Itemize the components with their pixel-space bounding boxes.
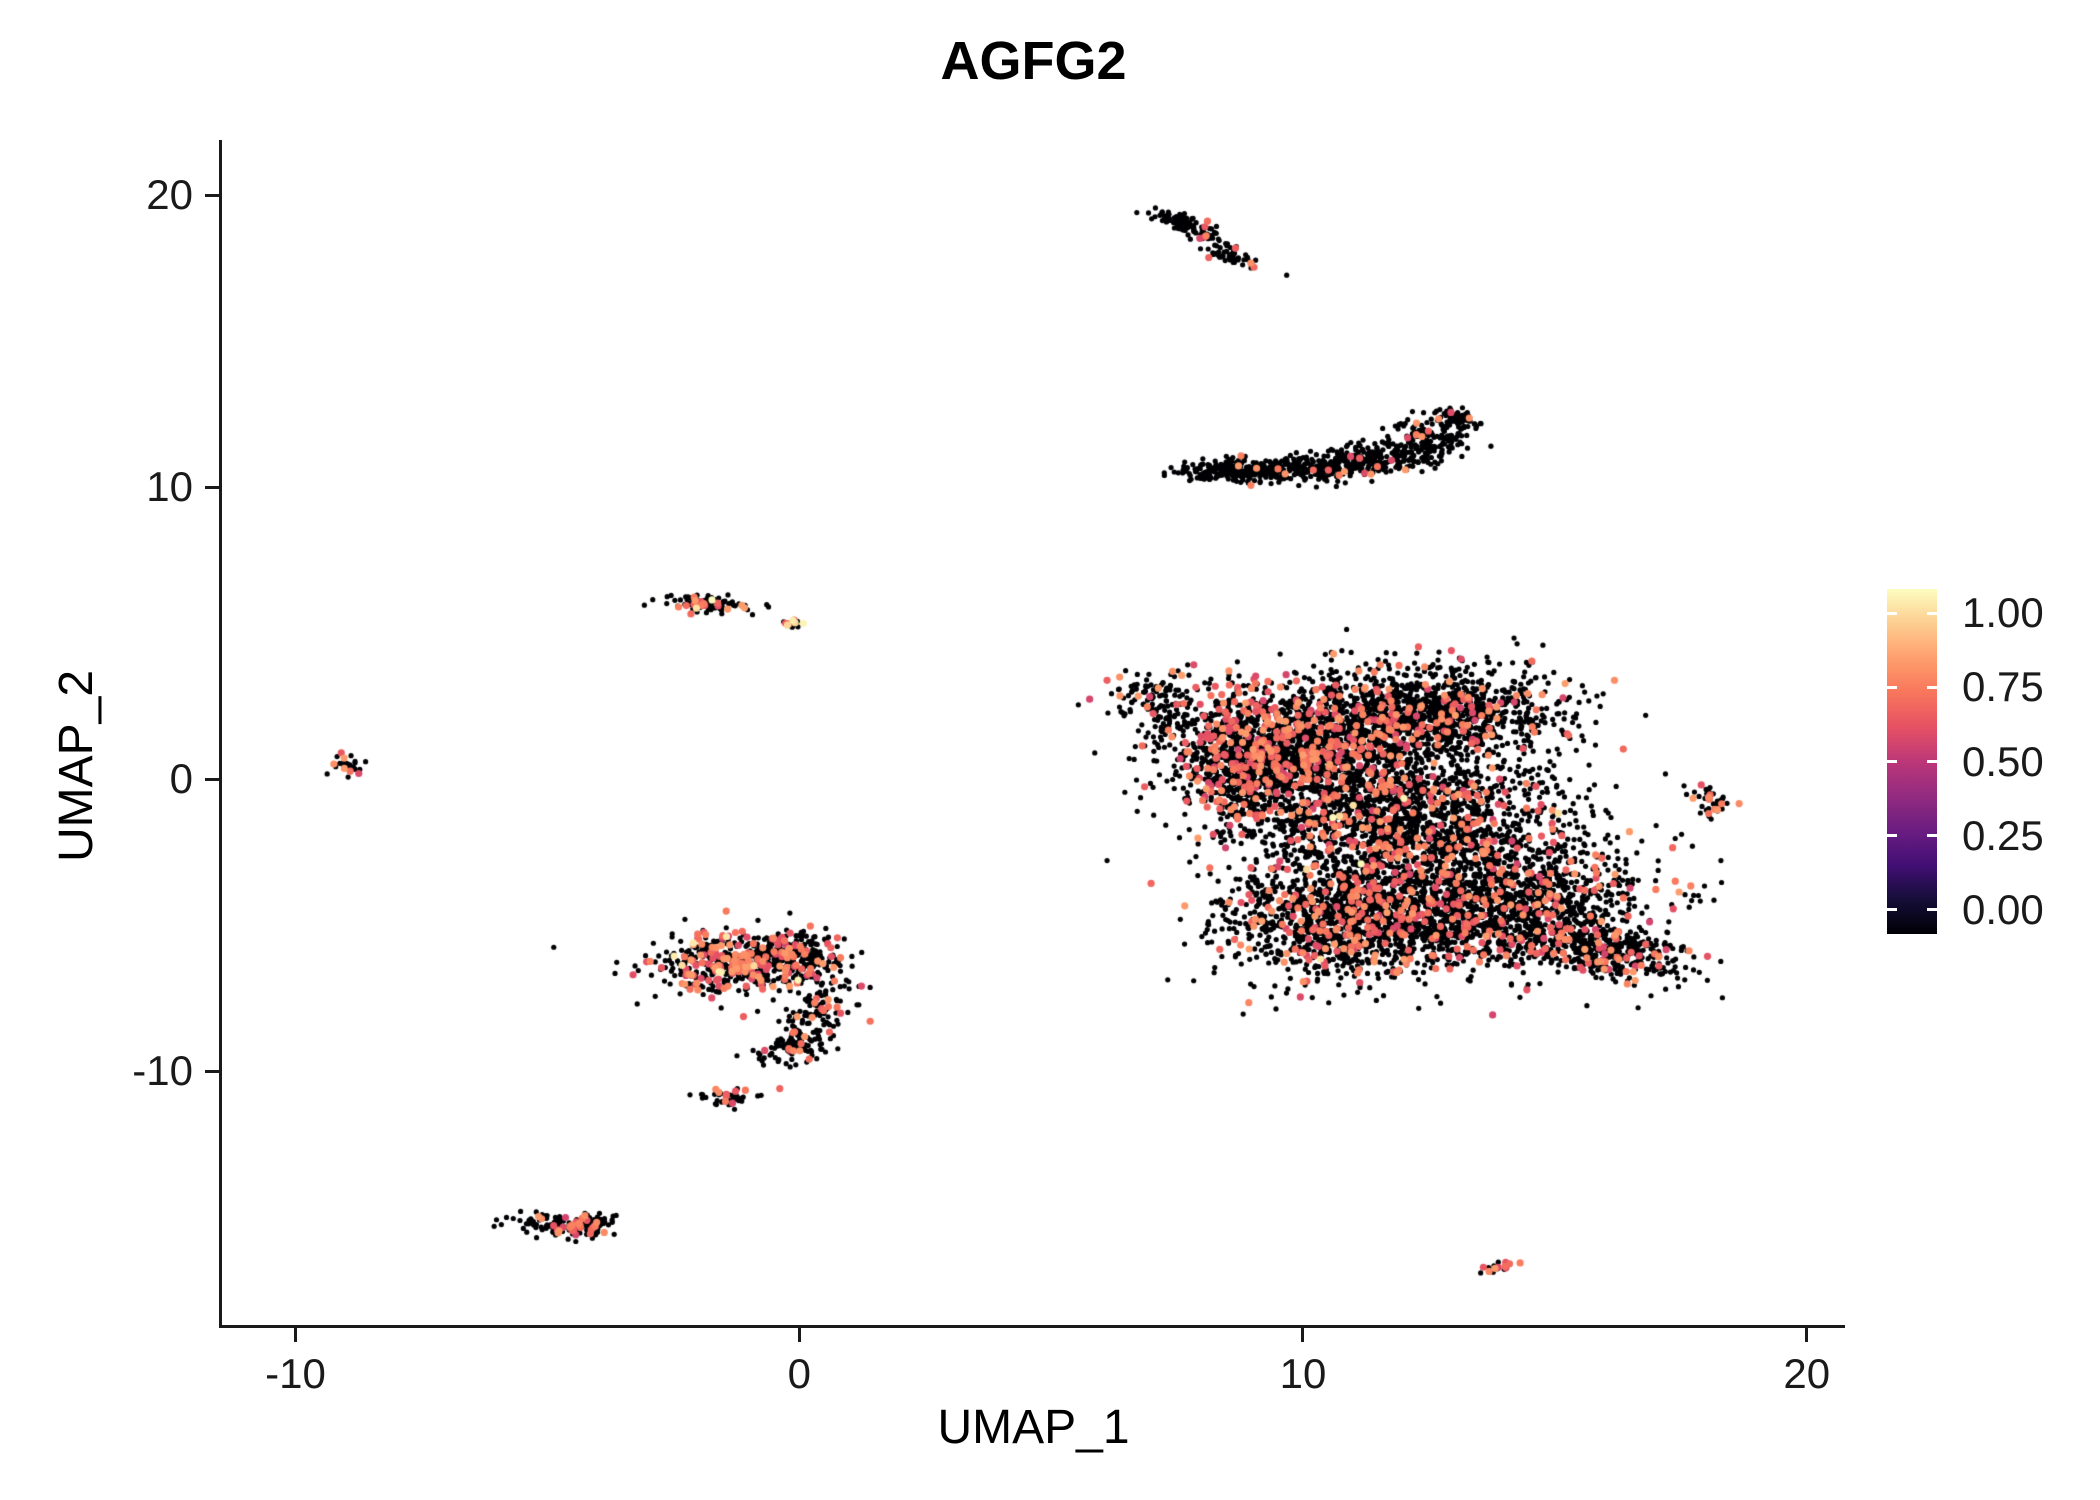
x-tick-mark xyxy=(1301,1328,1305,1342)
x-tick-label: 0 xyxy=(787,1350,811,1397)
y-tick-mark xyxy=(205,1069,219,1073)
y-tick-label: 20 xyxy=(146,171,193,219)
legend-tick-mark xyxy=(1887,908,1897,912)
legend-tick-mark xyxy=(1887,834,1897,838)
y-axis-line xyxy=(219,140,222,1328)
y-tick-mark xyxy=(205,193,219,197)
x-tick-mark xyxy=(797,1328,801,1342)
legend-tick-mark xyxy=(1887,760,1897,763)
legend-label: 0.25 xyxy=(1962,811,2044,859)
x-tick-mark xyxy=(1805,1328,1809,1342)
y-tick-mark xyxy=(205,777,219,781)
y-tick-label: 10 xyxy=(146,463,193,511)
legend-tick-mark xyxy=(1927,908,1937,912)
scatter-canvas xyxy=(222,140,1845,1325)
legend-label: 1.00 xyxy=(1962,589,2044,637)
y-tick-mark xyxy=(205,485,219,489)
x-tick-label: 20 xyxy=(1783,1350,1831,1397)
legend-tick-mark xyxy=(1887,611,1897,615)
legend-label: 0.00 xyxy=(1962,885,2044,933)
x-axis-label: UMAP_1 xyxy=(937,1401,1130,1454)
legend-tick-mark xyxy=(1927,611,1937,615)
legend-tick-mark xyxy=(1927,685,1937,689)
legend-label: 0.50 xyxy=(1962,737,2044,785)
legend-label: 0.75 xyxy=(1962,663,2044,711)
x-tick-label: -10 xyxy=(265,1350,326,1397)
x-tick-mark xyxy=(294,1328,298,1342)
legend-tick-mark xyxy=(1887,685,1897,689)
y-tick-label: -10 xyxy=(132,1047,193,1095)
plot-title: AGFG2 xyxy=(940,31,1127,91)
y-tick-label: 0 xyxy=(169,755,193,803)
x-tick-label: 10 xyxy=(1279,1350,1327,1397)
legend-tick-mark xyxy=(1927,834,1937,838)
x-axis-line xyxy=(219,1325,1845,1328)
legend-tick-mark xyxy=(1927,760,1937,763)
